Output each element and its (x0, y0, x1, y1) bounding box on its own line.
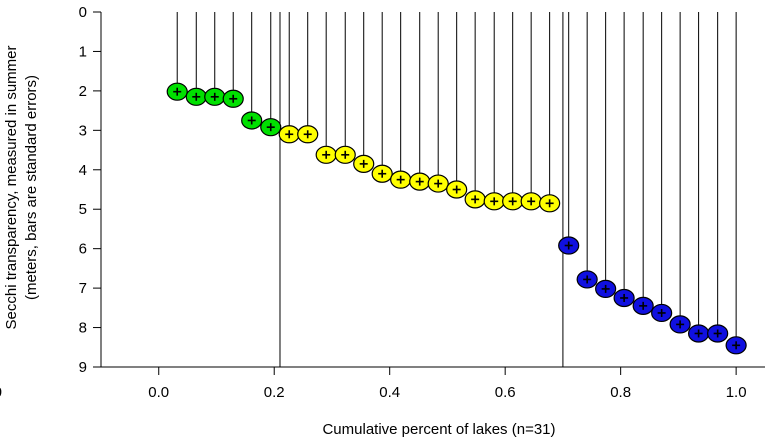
y-tick-label-6: 6 (79, 241, 87, 258)
y-tick-label-2: 2 (79, 83, 87, 100)
x-tick-label-0.2: 0.2 (264, 384, 285, 401)
x-tick-label-0.4: 0.4 (379, 384, 400, 401)
y-tick-label-3: 3 (79, 122, 87, 139)
y-tick-label-1: 1 (79, 43, 87, 60)
y-axis-title: Secchi transparency, measured in summer(… (3, 45, 40, 329)
y-tick-label-8: 8 (79, 320, 87, 337)
x-tick-label-1.0: 1.0 (726, 384, 747, 401)
axis-labels: 0 1 2 3 4 5 6 7 8 9 0.0 0.2 0.4 0.6 0.8 1.0 0 Cumulative … (0, 4, 747, 438)
y-tick-label-9: 9 (79, 359, 87, 376)
data-points (166, 82, 747, 355)
y-tick-label-5: 5 (79, 201, 87, 218)
x-tick-label-0.0: 0.0 (148, 384, 169, 401)
y-tick-label-4: 4 (79, 162, 87, 179)
left-edge-label: 0 (0, 384, 2, 401)
x-axis-title: Cumulative percent of lakes (n=31) (322, 421, 555, 438)
x-tick-label-0.8: 0.8 (610, 384, 631, 401)
divider-lines (279, 12, 564, 367)
drop-lines (176, 12, 737, 346)
y-tick-label-7: 7 (79, 280, 87, 297)
axes (93, 11, 765, 375)
y-axis-title-line-2: (meters, bars are standard errors) (23, 75, 40, 300)
y-tick-label-0: 0 (79, 4, 87, 21)
x-tick-label-0.6: 0.6 (495, 384, 516, 401)
y-axis-title-line-1: Secchi transparency, measured in summer (3, 45, 20, 329)
